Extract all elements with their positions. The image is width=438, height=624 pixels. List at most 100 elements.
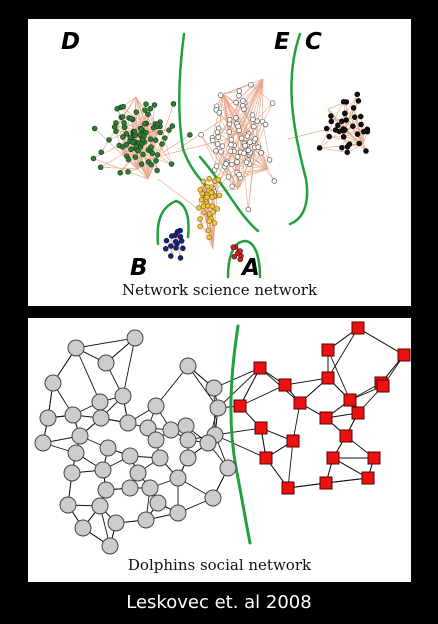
network-node: [229, 161, 235, 168]
cluster-label-a: A: [242, 255, 260, 281]
network-node: [231, 253, 238, 260]
network-node: [219, 143, 226, 149]
network-node: [209, 137, 216, 144]
dolphin-node: [367, 451, 381, 465]
network-edge: [157, 178, 199, 210]
network-node: [205, 227, 212, 234]
network-edge: [327, 108, 344, 130]
network-node: [218, 149, 224, 155]
network-edge: [231, 164, 269, 170]
dolphin-edge: [75, 337, 136, 349]
network-node: [238, 135, 245, 142]
dolphin-node: [321, 371, 335, 385]
dolphin-node: [74, 519, 92, 537]
network-node: [344, 149, 351, 156]
cluster-label-b: B: [130, 255, 148, 281]
network-node: [206, 234, 212, 241]
network-node: [210, 209, 216, 215]
network-edge: [237, 152, 262, 190]
top-caption: Network science network: [121, 281, 318, 299]
network-node: [119, 114, 126, 120]
network-edge: [123, 106, 156, 141]
network-node: [128, 146, 134, 153]
network-node: [114, 106, 120, 112]
dolphin-node: [319, 476, 333, 490]
network-node: [237, 256, 244, 263]
dolphins-panel: Dolphins social network: [28, 318, 411, 582]
network-node: [241, 150, 247, 157]
network-node: [148, 144, 154, 150]
network-edge: [343, 101, 364, 145]
dolphin-node: [92, 409, 110, 427]
network-edge: [360, 124, 364, 145]
network-node: [335, 122, 341, 129]
network-node: [168, 243, 174, 249]
network-edge: [237, 78, 264, 127]
network-node: [97, 164, 104, 171]
network-node: [170, 101, 177, 107]
network-node: [169, 233, 175, 239]
network-edge: [200, 134, 239, 190]
network-edge: [241, 78, 264, 139]
cluster-label-d: D: [61, 29, 81, 55]
network-edge: [262, 78, 264, 122]
dolphin-edge: [357, 327, 405, 356]
network-edge: [93, 158, 149, 180]
network-node: [138, 126, 144, 132]
dolphin-node: [91, 497, 109, 515]
network-node: [316, 145, 323, 151]
network-edge: [177, 108, 239, 150]
network-edge: [250, 84, 273, 104]
network-node: [123, 130, 130, 137]
network-edge: [242, 78, 264, 102]
network-node: [200, 203, 207, 210]
network-node: [121, 124, 128, 131]
network-node: [223, 161, 229, 167]
dolphin-node: [147, 431, 165, 449]
dolphin-edge: [239, 384, 286, 407]
network-node: [127, 134, 134, 140]
network-node: [157, 129, 163, 136]
dolphin-node: [319, 411, 333, 425]
network-node: [173, 245, 179, 251]
network-edge: [147, 104, 155, 180]
network-edge: [343, 100, 359, 130]
network-node: [117, 170, 123, 176]
dolphin-edge: [327, 349, 351, 401]
network-node: [147, 136, 154, 142]
dolphin-node: [351, 406, 365, 420]
network-node: [142, 107, 148, 113]
dolphin-node: [351, 321, 365, 335]
network-node: [197, 223, 203, 230]
network-node: [323, 125, 330, 132]
dolphin-edge: [214, 434, 267, 459]
dolphin-node: [107, 514, 125, 532]
community-divider: [229, 324, 252, 545]
network-node: [217, 92, 224, 98]
network-node: [148, 161, 154, 168]
dolphin-node: [71, 427, 89, 445]
network-node: [214, 129, 221, 135]
dolphin-node: [162, 421, 180, 439]
network-node: [339, 118, 345, 125]
dolphin-node: [121, 447, 139, 465]
network-node: [120, 103, 126, 110]
network-node: [242, 142, 248, 149]
network-node: [339, 144, 345, 151]
network-node: [336, 128, 343, 135]
network-node: [213, 163, 220, 169]
network-node: [151, 102, 158, 108]
dolphin-node: [397, 348, 411, 362]
dolphin-edge: [287, 440, 294, 489]
network-node: [140, 151, 146, 158]
network-node: [91, 125, 98, 132]
network-node: [344, 144, 351, 150]
dolphin-node: [361, 471, 375, 485]
network-node: [269, 100, 276, 106]
divider-layer: [229, 324, 252, 545]
network-node: [358, 121, 364, 128]
network-node: [209, 203, 215, 210]
network-node: [250, 116, 256, 123]
network-node: [131, 128, 138, 135]
network-node: [120, 134, 126, 140]
